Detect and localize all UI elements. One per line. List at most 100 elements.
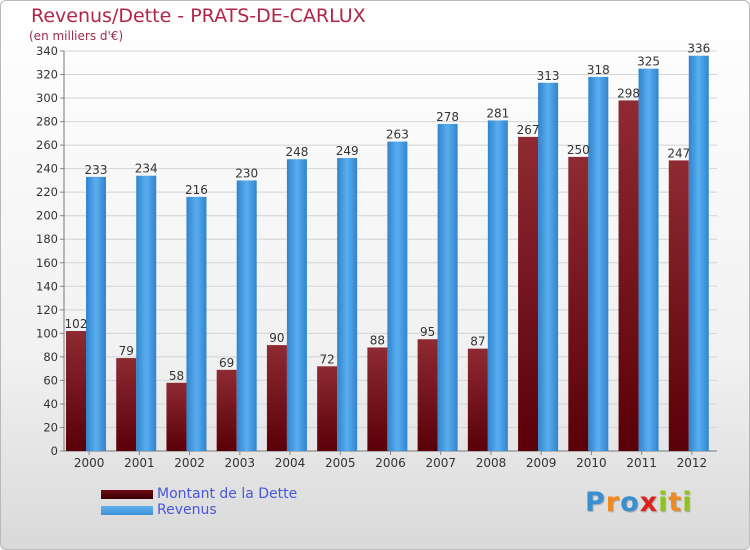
data-label-debt: 79 — [119, 344, 134, 358]
bar-revenue — [387, 141, 408, 451]
chart-subtitle: (en milliers d'€) — [29, 29, 124, 43]
y-tick-label: 180 — [36, 232, 58, 246]
y-tick-label: 340 — [36, 44, 58, 58]
bar-debt — [116, 358, 137, 451]
bar-debt — [266, 345, 287, 451]
y-tick-label: 320 — [36, 68, 58, 82]
legend-label-debt: Montant de la Dette — [157, 486, 298, 502]
x-tick-label: 2009 — [526, 456, 557, 470]
bar-debt — [668, 160, 689, 452]
data-label-debt: 102 — [65, 317, 88, 331]
data-label-revenue: 313 — [537, 69, 560, 83]
y-tick-label: 100 — [36, 326, 58, 340]
bar-debt — [568, 156, 589, 451]
bar-debt — [317, 366, 338, 451]
y-tick-label: 260 — [36, 138, 58, 152]
bar-revenue — [688, 55, 709, 452]
data-label-debt: 250 — [567, 143, 590, 157]
y-tick-label: 120 — [36, 303, 58, 317]
data-label-revenue: 248 — [285, 145, 308, 159]
logo-letter: r — [605, 487, 621, 518]
data-label-revenue: 230 — [235, 166, 258, 180]
x-tick-label: 2000 — [74, 456, 105, 470]
data-label-debt: 88 — [370, 333, 385, 347]
data-label-debt: 298 — [617, 86, 640, 100]
logo-letter: i — [658, 487, 669, 518]
legend: Montant de la Dette Revenus — [101, 486, 297, 518]
bar-revenue — [236, 180, 257, 452]
y-tick-label: 160 — [36, 256, 58, 270]
data-label-revenue: 278 — [436, 110, 459, 124]
data-label-revenue: 325 — [637, 55, 660, 69]
y-tick-label: 200 — [36, 209, 58, 223]
x-tick-label: 2005 — [325, 456, 356, 470]
data-label-debt: 72 — [320, 352, 335, 366]
bar-debt — [66, 331, 86, 451]
y-tick-label: 20 — [43, 420, 58, 434]
legend-item-revenue: Revenus — [101, 502, 297, 518]
data-label-debt: 87 — [470, 335, 485, 349]
x-tick-label: 2003 — [225, 456, 256, 470]
bar-revenue — [186, 196, 207, 451]
logo-letter: o — [620, 487, 640, 518]
bar-debt — [618, 100, 639, 451]
x-tick-label: 2001 — [124, 456, 155, 470]
bar-debt — [417, 339, 438, 451]
x-tick-label: 2004 — [275, 456, 306, 470]
data-label-debt: 90 — [269, 331, 284, 345]
y-tick-label: 240 — [36, 162, 58, 176]
y-tick-label: 60 — [43, 373, 58, 387]
legend-label-revenue: Revenus — [157, 502, 217, 518]
legend-item-debt: Montant de la Dette — [101, 486, 297, 502]
x-tick-label: 2012 — [677, 456, 708, 470]
bar-revenue — [638, 68, 659, 451]
y-tick-label: 300 — [36, 91, 58, 105]
legend-swatch-debt — [101, 489, 153, 499]
bar-revenue — [86, 176, 106, 451]
data-label-debt: 58 — [169, 369, 184, 383]
logo-letter: x — [639, 487, 659, 518]
x-tick-label: 2002 — [174, 456, 205, 470]
data-label-revenue: 216 — [185, 183, 208, 197]
proxiti-logo: Proxiti — [585, 487, 693, 518]
x-tick-label: 2006 — [375, 456, 406, 470]
bar-revenue — [136, 175, 157, 452]
y-tick-label: 280 — [36, 115, 58, 129]
data-label-revenue: 249 — [336, 144, 359, 158]
data-label-revenue: 234 — [135, 162, 158, 176]
bar-debt — [467, 348, 488, 451]
bar-revenue — [487, 120, 508, 451]
logo-letter: P — [585, 487, 606, 518]
bar-revenue — [337, 158, 358, 451]
data-label-debt: 69 — [219, 356, 234, 370]
x-tick-label: 2007 — [425, 456, 456, 470]
data-label-revenue: 263 — [386, 128, 409, 142]
y-tick-label: 0 — [51, 444, 58, 458]
bar-debt — [166, 382, 187, 451]
x-tick-label: 2010 — [576, 456, 607, 470]
x-tick-label: 2011 — [626, 456, 657, 470]
y-tick-label: 80 — [43, 350, 58, 364]
data-label-revenue: 233 — [85, 163, 108, 177]
data-label-revenue: 281 — [486, 106, 509, 120]
bar-debt — [518, 136, 539, 451]
logo-letter: i — [682, 487, 693, 518]
logo-letter: t — [668, 487, 683, 518]
data-label-debt: 267 — [517, 123, 540, 137]
data-label-revenue: 318 — [587, 63, 610, 77]
y-tick-label: 140 — [36, 279, 58, 293]
data-label-revenue: 336 — [687, 42, 710, 56]
chart-title: Revenus/Dette - PRATS-DE-CARLUX — [31, 5, 366, 27]
bar-debt — [216, 369, 237, 451]
data-label-debt: 95 — [420, 325, 435, 339]
bar-revenue — [286, 159, 307, 451]
bar-revenue — [437, 123, 458, 452]
y-tick-label: 220 — [36, 185, 58, 199]
y-tick-label: 40 — [43, 397, 58, 411]
bar-debt — [367, 347, 388, 451]
data-label-debt: 247 — [667, 146, 690, 160]
legend-swatch-revenue — [101, 505, 153, 515]
x-tick-label: 2008 — [476, 456, 507, 470]
